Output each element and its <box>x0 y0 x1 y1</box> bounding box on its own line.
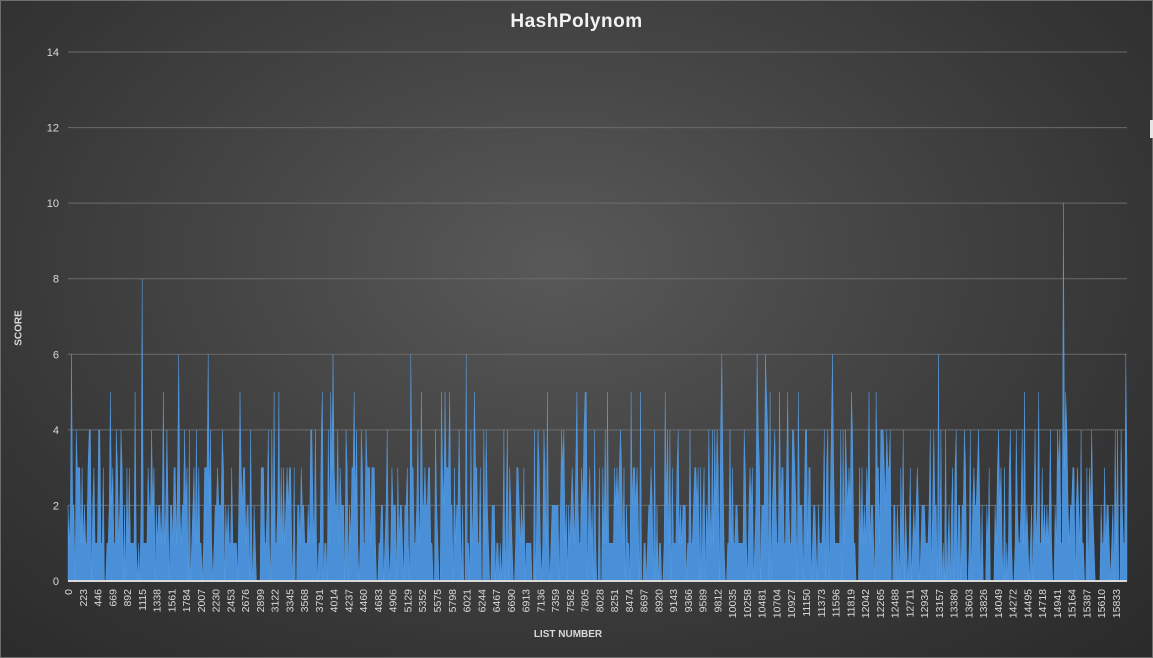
x-tick-label: 9812 <box>712 589 724 613</box>
x-tick-label: 669 <box>107 589 119 607</box>
x-tick-label: 4906 <box>388 589 400 613</box>
x-tick-label: 13380 <box>949 589 961 618</box>
y-tick-label: 2 <box>53 500 59 512</box>
x-tick-label: 1561 <box>166 589 178 613</box>
y-tick-label: 6 <box>53 349 59 361</box>
x-tick-label: 8474 <box>624 589 636 613</box>
x-tick-label: 1784 <box>181 589 193 613</box>
x-tick-label: 5129 <box>403 589 415 613</box>
x-tick-label: 4460 <box>358 589 370 613</box>
x-tick-label: 8028 <box>594 589 606 613</box>
x-tick-label: 7805 <box>580 589 592 613</box>
x-tick-label: 6244 <box>476 589 488 613</box>
x-tick-label: 3122 <box>270 589 282 613</box>
x-tick-label: 14495 <box>1022 589 1034 618</box>
x-tick-label: 13826 <box>978 589 990 618</box>
x-tick-label: 3791 <box>314 589 326 613</box>
x-tick-label: 2230 <box>211 589 223 613</box>
x-tick-label: 2899 <box>255 589 267 613</box>
chart-title: HashPolynom <box>510 11 643 32</box>
x-tick-label: 10704 <box>772 589 784 618</box>
x-tick-label: 15610 <box>1096 589 1108 618</box>
resize-handle[interactable] <box>1150 120 1153 138</box>
x-tick-label: 11819 <box>845 589 857 618</box>
x-tick-label: 4683 <box>373 589 385 613</box>
y-tick-label: 10 <box>47 198 59 210</box>
x-tick-label: 14272 <box>1008 589 1020 618</box>
x-tick-label: 11373 <box>816 589 828 618</box>
x-tick-label: 11596 <box>831 589 843 618</box>
x-tick-label: 12488 <box>890 589 902 618</box>
x-tick-label: 12042 <box>860 589 872 618</box>
x-tick-label: 6913 <box>521 589 533 613</box>
x-tick-label: 15164 <box>1067 589 1079 618</box>
x-tick-label: 8251 <box>609 589 621 613</box>
x-tick-label: 1338 <box>152 589 164 613</box>
x-tick-label: 7582 <box>565 589 577 613</box>
x-tick-label: 446 <box>93 589 105 607</box>
x-tick-label: 15833 <box>1111 589 1123 618</box>
x-tick-label: 6021 <box>462 589 474 613</box>
x-tick-label: 6690 <box>506 589 518 613</box>
x-tick-label: 7359 <box>550 589 562 613</box>
y-tick-label: 4 <box>53 425 59 437</box>
x-tick-label: 13603 <box>963 589 975 618</box>
y-tick-label: 14 <box>47 47 59 59</box>
x-tick-label: 12265 <box>875 589 887 618</box>
x-tick-label: 10481 <box>757 589 769 618</box>
x-tick-label: 3345 <box>284 589 296 613</box>
score-area-series <box>67 203 1128 582</box>
y-tick-label: 0 <box>53 576 59 588</box>
y-tick-label: 12 <box>47 123 59 135</box>
x-tick-label: 13157 <box>934 589 946 618</box>
x-tick-label: 11150 <box>801 589 813 617</box>
x-tick-label: 5798 <box>447 589 459 613</box>
x-tick-label: 12934 <box>919 589 931 618</box>
x-tick-label: 5352 <box>417 589 429 613</box>
x-tick-label: 15387 <box>1081 589 1093 618</box>
x-tick-label: 9589 <box>698 589 710 613</box>
x-tick-label: 14941 <box>1052 589 1064 618</box>
x-tick-label: 4014 <box>329 589 341 613</box>
x-tick-label: 12711 <box>904 589 916 618</box>
x-axis-label: LIST NUMBER <box>533 629 603 640</box>
y-tick-label: 8 <box>53 274 59 286</box>
x-tick-label: 14049 <box>993 589 1005 618</box>
x-tick-label: 892 <box>122 589 134 607</box>
x-tick-label: 3568 <box>299 589 311 613</box>
x-tick-label: 9366 <box>683 589 695 613</box>
x-tick-label: 9143 <box>668 589 680 613</box>
x-tick-label: 14718 <box>1037 589 1049 618</box>
x-tick-label: 10927 <box>786 589 798 618</box>
x-tick-label: 223 <box>78 589 90 607</box>
x-tick-label: 6467 <box>491 589 503 613</box>
x-tick-label: 2453 <box>225 589 237 613</box>
x-tick-label: 8697 <box>639 589 651 613</box>
x-tick-label: 10035 <box>727 589 739 618</box>
x-tick-label: 1115 <box>137 589 149 611</box>
x-tick-label: 10258 <box>742 589 754 618</box>
x-tick-label: 5575 <box>432 589 444 613</box>
x-tick-label: 4237 <box>343 589 355 613</box>
x-tick-label: 0 <box>63 589 75 595</box>
x-tick-label: 8920 <box>653 589 665 613</box>
x-tick-label: 2676 <box>240 589 252 613</box>
x-tick-label: 2007 <box>196 589 208 613</box>
x-tick-label: 7136 <box>535 589 547 613</box>
